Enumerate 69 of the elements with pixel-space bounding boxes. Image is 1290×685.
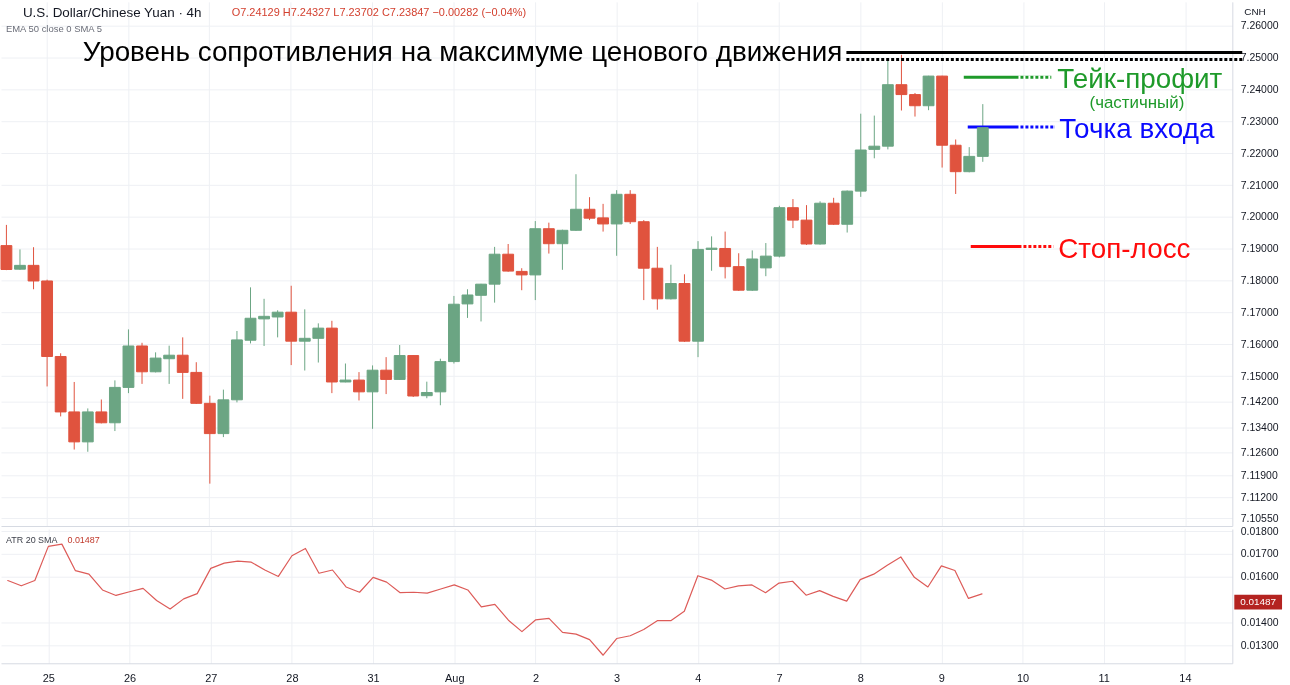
candlestick — [515, 267, 528, 291]
y-tick-label: 7.12600 — [1240, 447, 1279, 459]
y-tick-label: 7.15000 — [1240, 370, 1279, 382]
candlestick — [664, 264, 677, 300]
y-tick-label: 7.11900 — [1240, 469, 1278, 481]
annotation: EMA 50 close 0 SMA 5 — [5, 22, 102, 34]
x-tick-label: 25 — [42, 671, 55, 684]
x-tick-label: 11 — [1098, 671, 1110, 684]
candlestick — [556, 229, 569, 271]
line-series — [7, 543, 983, 656]
x-tick-label: 27 — [205, 671, 218, 684]
y-tick-label: 7.25000 — [1240, 52, 1279, 64]
y-tick-label: 7.20000 — [1240, 211, 1279, 223]
candlestick — [719, 231, 732, 279]
candlestick — [732, 252, 745, 292]
y-tick-label: 0.01800 — [1240, 525, 1279, 537]
candlestick — [542, 222, 555, 255]
x-tick-label: Aug — [445, 671, 465, 684]
chart-title: U.S. Dollar/Chinese Yuan · 4h — [22, 4, 202, 20]
x-tick-label: 31 — [367, 671, 380, 684]
candlestick — [353, 371, 365, 401]
x-tick-label: 3 — [614, 671, 621, 684]
candlestick — [705, 235, 718, 272]
x-tick-label: 2 — [532, 671, 540, 684]
x-tick-label: 8 — [857, 671, 864, 684]
candlestick — [14, 248, 26, 271]
x-tick-label: 4 — [695, 671, 702, 684]
y-tick-label: 7.17000 — [1240, 307, 1279, 318]
y-tick-label: 7.19000 — [1240, 243, 1279, 255]
x-tick-label: 14 — [1179, 671, 1192, 684]
candlestick — [570, 173, 582, 232]
y-tick-label: 0.01400 — [1240, 617, 1279, 629]
candlestick — [380, 356, 393, 395]
chart-subtitle: O7.24129 H7.24327 L7.23702 C7.23847 −0.00282 (−0.04%) — [231, 5, 527, 18]
x-tick-label: 10 — [1016, 671, 1030, 684]
y-tick-label: 7.16000 — [1240, 338, 1279, 350]
ref-line-label: Уровень сопротивления на максимуме ценового движения — [82, 36, 843, 68]
candlestick — [502, 243, 515, 273]
candlestick — [339, 363, 352, 383]
ref-line-label: Тейк-профит (частичный) — [1057, 63, 1223, 113]
y-tick-label: 7.21000 — [1240, 179, 1279, 191]
text: CNH — [1244, 5, 1266, 17]
y-tick-label: 0.01700 — [1240, 548, 1279, 560]
y-tick-label: 7.13400 — [1240, 421, 1279, 433]
candlestick — [963, 146, 976, 173]
x-tick-label: 9 — [938, 671, 945, 684]
candlestick — [827, 197, 840, 226]
y-tick-label: 7.11200 — [1240, 491, 1278, 503]
y-tick-label: 7.14200 — [1240, 396, 1279, 408]
y-tick-label: 7.10550 — [1240, 512, 1279, 524]
annotation: 0.01487 — [67, 534, 100, 545]
x-tick-label: 28 — [286, 671, 299, 684]
x-tick-label: 26 — [123, 671, 137, 684]
series-label: ATR 20 SMA — [5, 534, 58, 545]
y-tick-label: 7.24000 — [1240, 83, 1279, 95]
candlestick — [271, 309, 284, 338]
y-tick-label: 7.23000 — [1240, 115, 1279, 127]
ref-line-label: Стоп-лосс — [1058, 232, 1191, 264]
candlestick — [0, 224, 13, 271]
y-tick-label: 0.01600 — [1240, 571, 1279, 583]
y-tick-label: 7.22000 — [1240, 147, 1279, 159]
candlestick — [366, 364, 379, 430]
y-tick-label: 7.18000 — [1240, 275, 1279, 287]
candlestick — [393, 344, 406, 381]
text: 0.01487 — [1240, 596, 1277, 608]
y-tick-label: 0.01300 — [1240, 640, 1279, 652]
y-tick-label: 7.26000 — [1240, 20, 1279, 32]
ref-line-label: Точка входа — [1059, 113, 1215, 145]
x-tick-label: 7 — [776, 671, 783, 684]
